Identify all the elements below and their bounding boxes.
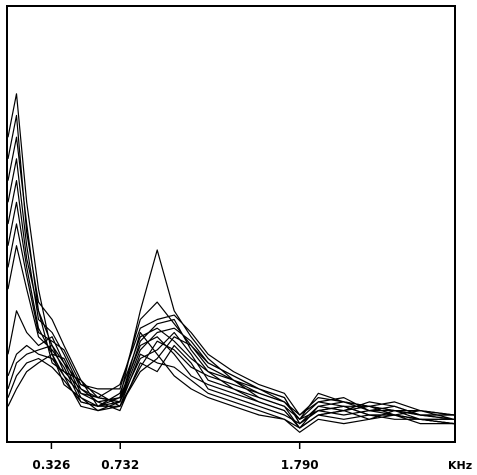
spectrum-line-4 (7, 180, 455, 429)
spectrum-line-2 (7, 136, 455, 429)
plot-frame (6, 5, 456, 443)
spectrum-line-10 (7, 314, 454, 416)
spectrum-line-1 (7, 93, 454, 433)
spectrum-line-8 (7, 301, 455, 420)
x-tick-label-2: 0.732 (101, 458, 139, 472)
spectrum-line-12 (7, 336, 455, 425)
x-axis-unit-label: KHz (448, 459, 472, 472)
x-tick-label-3: 1.790 (281, 458, 319, 472)
spectra-lines (7, 93, 455, 433)
x-tick-label-1: 0.326 (32, 458, 70, 472)
spectrum-line-6 (7, 223, 454, 416)
spectrum-line-7 (7, 245, 454, 425)
spectrum-line-13 (7, 114, 455, 429)
spectrum-line-3 (7, 158, 454, 425)
x-axis-ticks: 0.326 0.732 1.790 (32, 441, 319, 472)
